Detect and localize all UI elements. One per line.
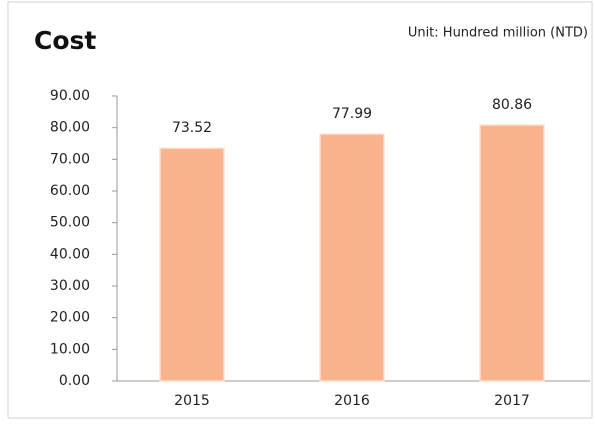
data-label: 80.86 <box>492 97 532 113</box>
data-label: 77.99 <box>332 106 372 122</box>
chart-title: Cost <box>34 26 96 55</box>
y-tick-label: 50.00 <box>50 215 90 231</box>
bar <box>159 147 225 382</box>
y-tick-label: 70.00 <box>50 151 90 167</box>
y-tick-label: 10.00 <box>50 341 90 357</box>
y-tick-label: 0.00 <box>59 373 90 389</box>
y-tick-label: 40.00 <box>50 246 90 262</box>
x-tick-label: 2015 <box>174 393 210 409</box>
y-tick-label: 80.00 <box>50 120 90 136</box>
chart-frame <box>7 1 593 419</box>
bar <box>479 124 545 382</box>
y-tick-label: 20.00 <box>50 310 90 326</box>
y-tick-label: 60.00 <box>50 183 90 199</box>
bar <box>319 133 385 382</box>
y-tick-label: 30.00 <box>50 278 90 294</box>
y-tick-label: 90.00 <box>50 88 90 104</box>
x-tick-label: 2017 <box>494 393 530 409</box>
data-label: 73.52 <box>172 120 212 136</box>
chart-subtitle: Unit: Hundred million (NTD) <box>408 26 588 41</box>
x-tick-label: 2016 <box>334 393 370 409</box>
